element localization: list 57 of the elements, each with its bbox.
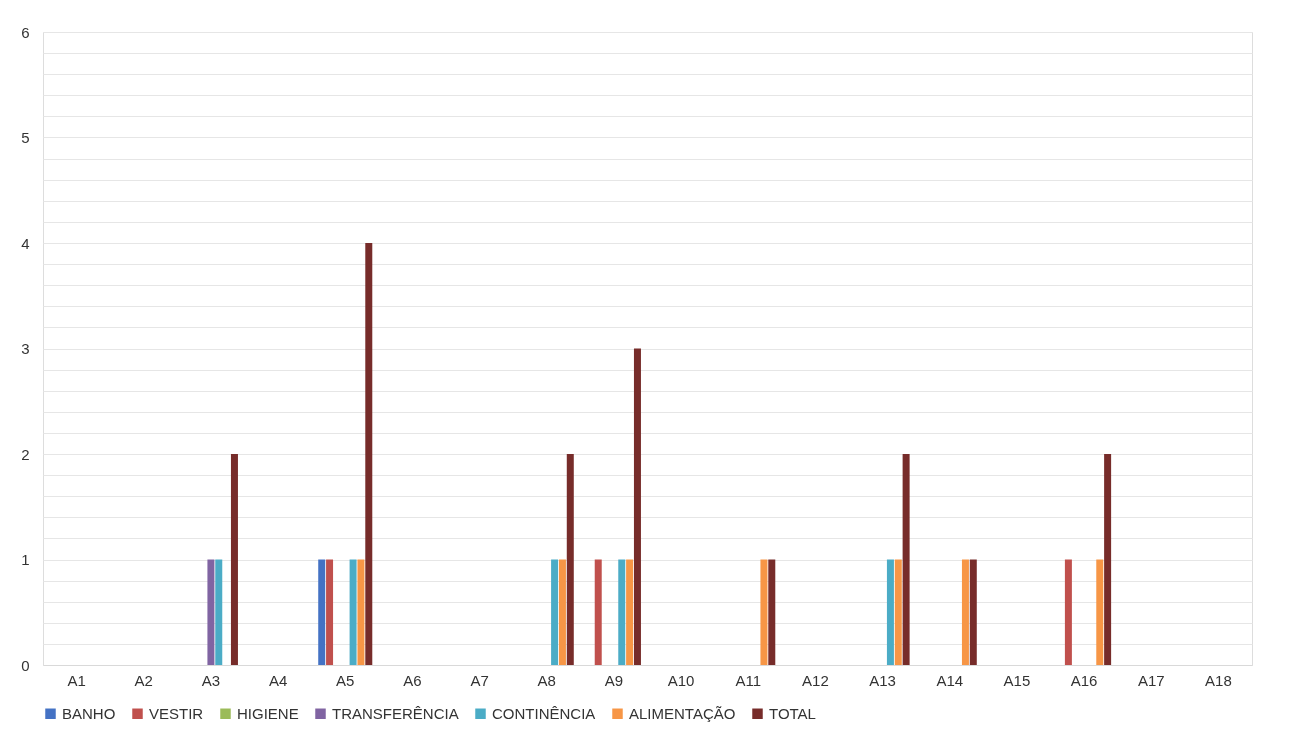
x-tick-label: A11 [735, 671, 762, 689]
bar [558, 559, 566, 665]
x-tick-label: A2 [134, 671, 153, 689]
legend-label: ALIMENTAÇÃO [629, 704, 736, 722]
x-tick-label: A8 [537, 671, 556, 689]
y-tick-label: 6 [21, 23, 30, 41]
x-tick-label: A13 [869, 671, 896, 689]
bar [633, 348, 641, 665]
bar [551, 559, 559, 665]
legend-label: CONTINÊNCIA [492, 704, 596, 722]
y-tick-label: 2 [21, 445, 30, 463]
x-tick-label: A17 [1137, 671, 1165, 689]
y-tick-label: 3 [21, 340, 30, 357]
bar [894, 559, 902, 665]
bar [961, 559, 969, 665]
y-tick-label: 4 [21, 234, 30, 252]
legend-label: HIGIENE [237, 704, 299, 722]
x-tick-label: A1 [67, 671, 86, 689]
legend-label: TOTAL [769, 704, 816, 722]
bar [207, 559, 215, 665]
x-tick-label: A4 [268, 671, 288, 689]
bar [626, 559, 634, 665]
x-tick-label: A6 [403, 671, 422, 689]
x-tick-label: A7 [470, 671, 489, 689]
bar [1064, 559, 1072, 665]
x-tick-label: A3 [201, 671, 221, 689]
y-tick-label: 5 [21, 129, 30, 146]
bar [618, 559, 626, 665]
y-tick-label: 1 [21, 551, 30, 568]
bar [215, 559, 223, 665]
bar [365, 243, 373, 665]
legend-label: TRANSFERÊNCIA [332, 704, 459, 722]
legend-label: BANHO [62, 704, 116, 722]
bar [357, 559, 365, 665]
legend-label: VESTIR [149, 704, 204, 722]
bar [318, 559, 326, 665]
x-tick-label: A10 [667, 671, 695, 689]
x-tick-label: A12 [802, 671, 829, 689]
bar [969, 559, 977, 665]
bar [902, 454, 910, 665]
bar [326, 559, 334, 665]
bar [566, 454, 574, 665]
x-tick-label: A16 [1070, 671, 1098, 689]
x-tick-label: A9 [604, 671, 624, 689]
x-tick-label: A15 [1003, 671, 1031, 689]
x-tick-label: A18 [1205, 671, 1232, 689]
bar [349, 559, 357, 665]
y-tick-label: 0 [21, 656, 30, 674]
bar [594, 559, 602, 665]
bar [760, 559, 768, 665]
bar [768, 559, 776, 665]
x-tick-label: A5 [336, 671, 355, 689]
bar [230, 454, 238, 665]
bar [1096, 559, 1104, 665]
bar [1104, 454, 1112, 665]
x-tick-label: A14 [936, 671, 964, 689]
bar [886, 559, 894, 665]
